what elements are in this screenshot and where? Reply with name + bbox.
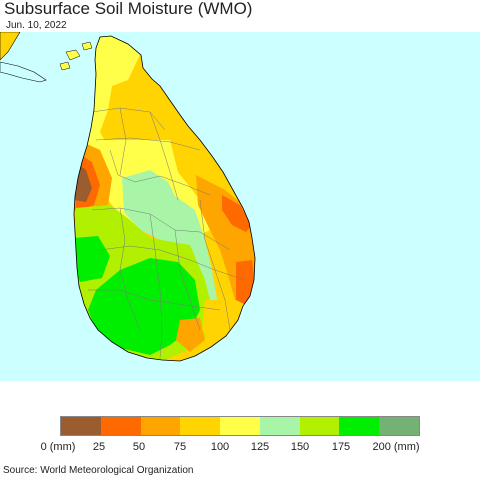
legend-tick-3: 75 [173, 441, 187, 453]
legend-tick-8: 200 (mm) [372, 441, 420, 453]
india-landmass [0, 32, 21, 61]
legend-tick-1: 25 [92, 441, 106, 453]
district-boundaries [88, 107, 246, 359]
legend-swatch-1 [100, 417, 141, 435]
region-central-palegreen [122, 170, 218, 305]
legend-swatch-7 [339, 417, 380, 435]
legend-swatch-5 [259, 417, 300, 435]
india-coast-detail [0, 61, 47, 83]
legend-swatch-8 [379, 417, 420, 435]
northern-islets [59, 41, 93, 71]
region-south-green [88, 258, 200, 355]
legend-swatch-0 [61, 417, 101, 435]
legend-tick-7: 175 [331, 441, 351, 453]
region-east-red-1 [222, 195, 252, 232]
source-credit: Source: World Meteorological Organizatio… [3, 465, 194, 476]
legend-swatch-2 [140, 417, 181, 435]
legend-swatch-4 [220, 417, 260, 435]
legend-swatch-6 [299, 417, 340, 435]
map-date: Jun. 10, 2022 [6, 20, 67, 31]
legend-tick-6: 150 [290, 441, 310, 453]
legend-tick-4: 100 [210, 441, 230, 453]
legend-ticks: 0 (mm) 25 50 75 100 125 150 175 200 (mm) [0, 441, 480, 455]
legend-swatch-3 [180, 417, 221, 435]
color-legend [60, 416, 420, 436]
map-title: Subsurface Soil Moisture (WMO) [4, 0, 253, 18]
region-south-orange-patch [176, 318, 205, 352]
soil-moisture-map [0, 32, 480, 381]
legend-tick-5: 125 [250, 441, 270, 453]
region-southwest-green [74, 236, 110, 282]
legend-tick-2: 50 [132, 441, 146, 453]
region-southeast-yellow [202, 300, 240, 345]
island-outline [73, 35, 256, 362]
legend-tick-0: 0 (mm) [40, 441, 76, 453]
